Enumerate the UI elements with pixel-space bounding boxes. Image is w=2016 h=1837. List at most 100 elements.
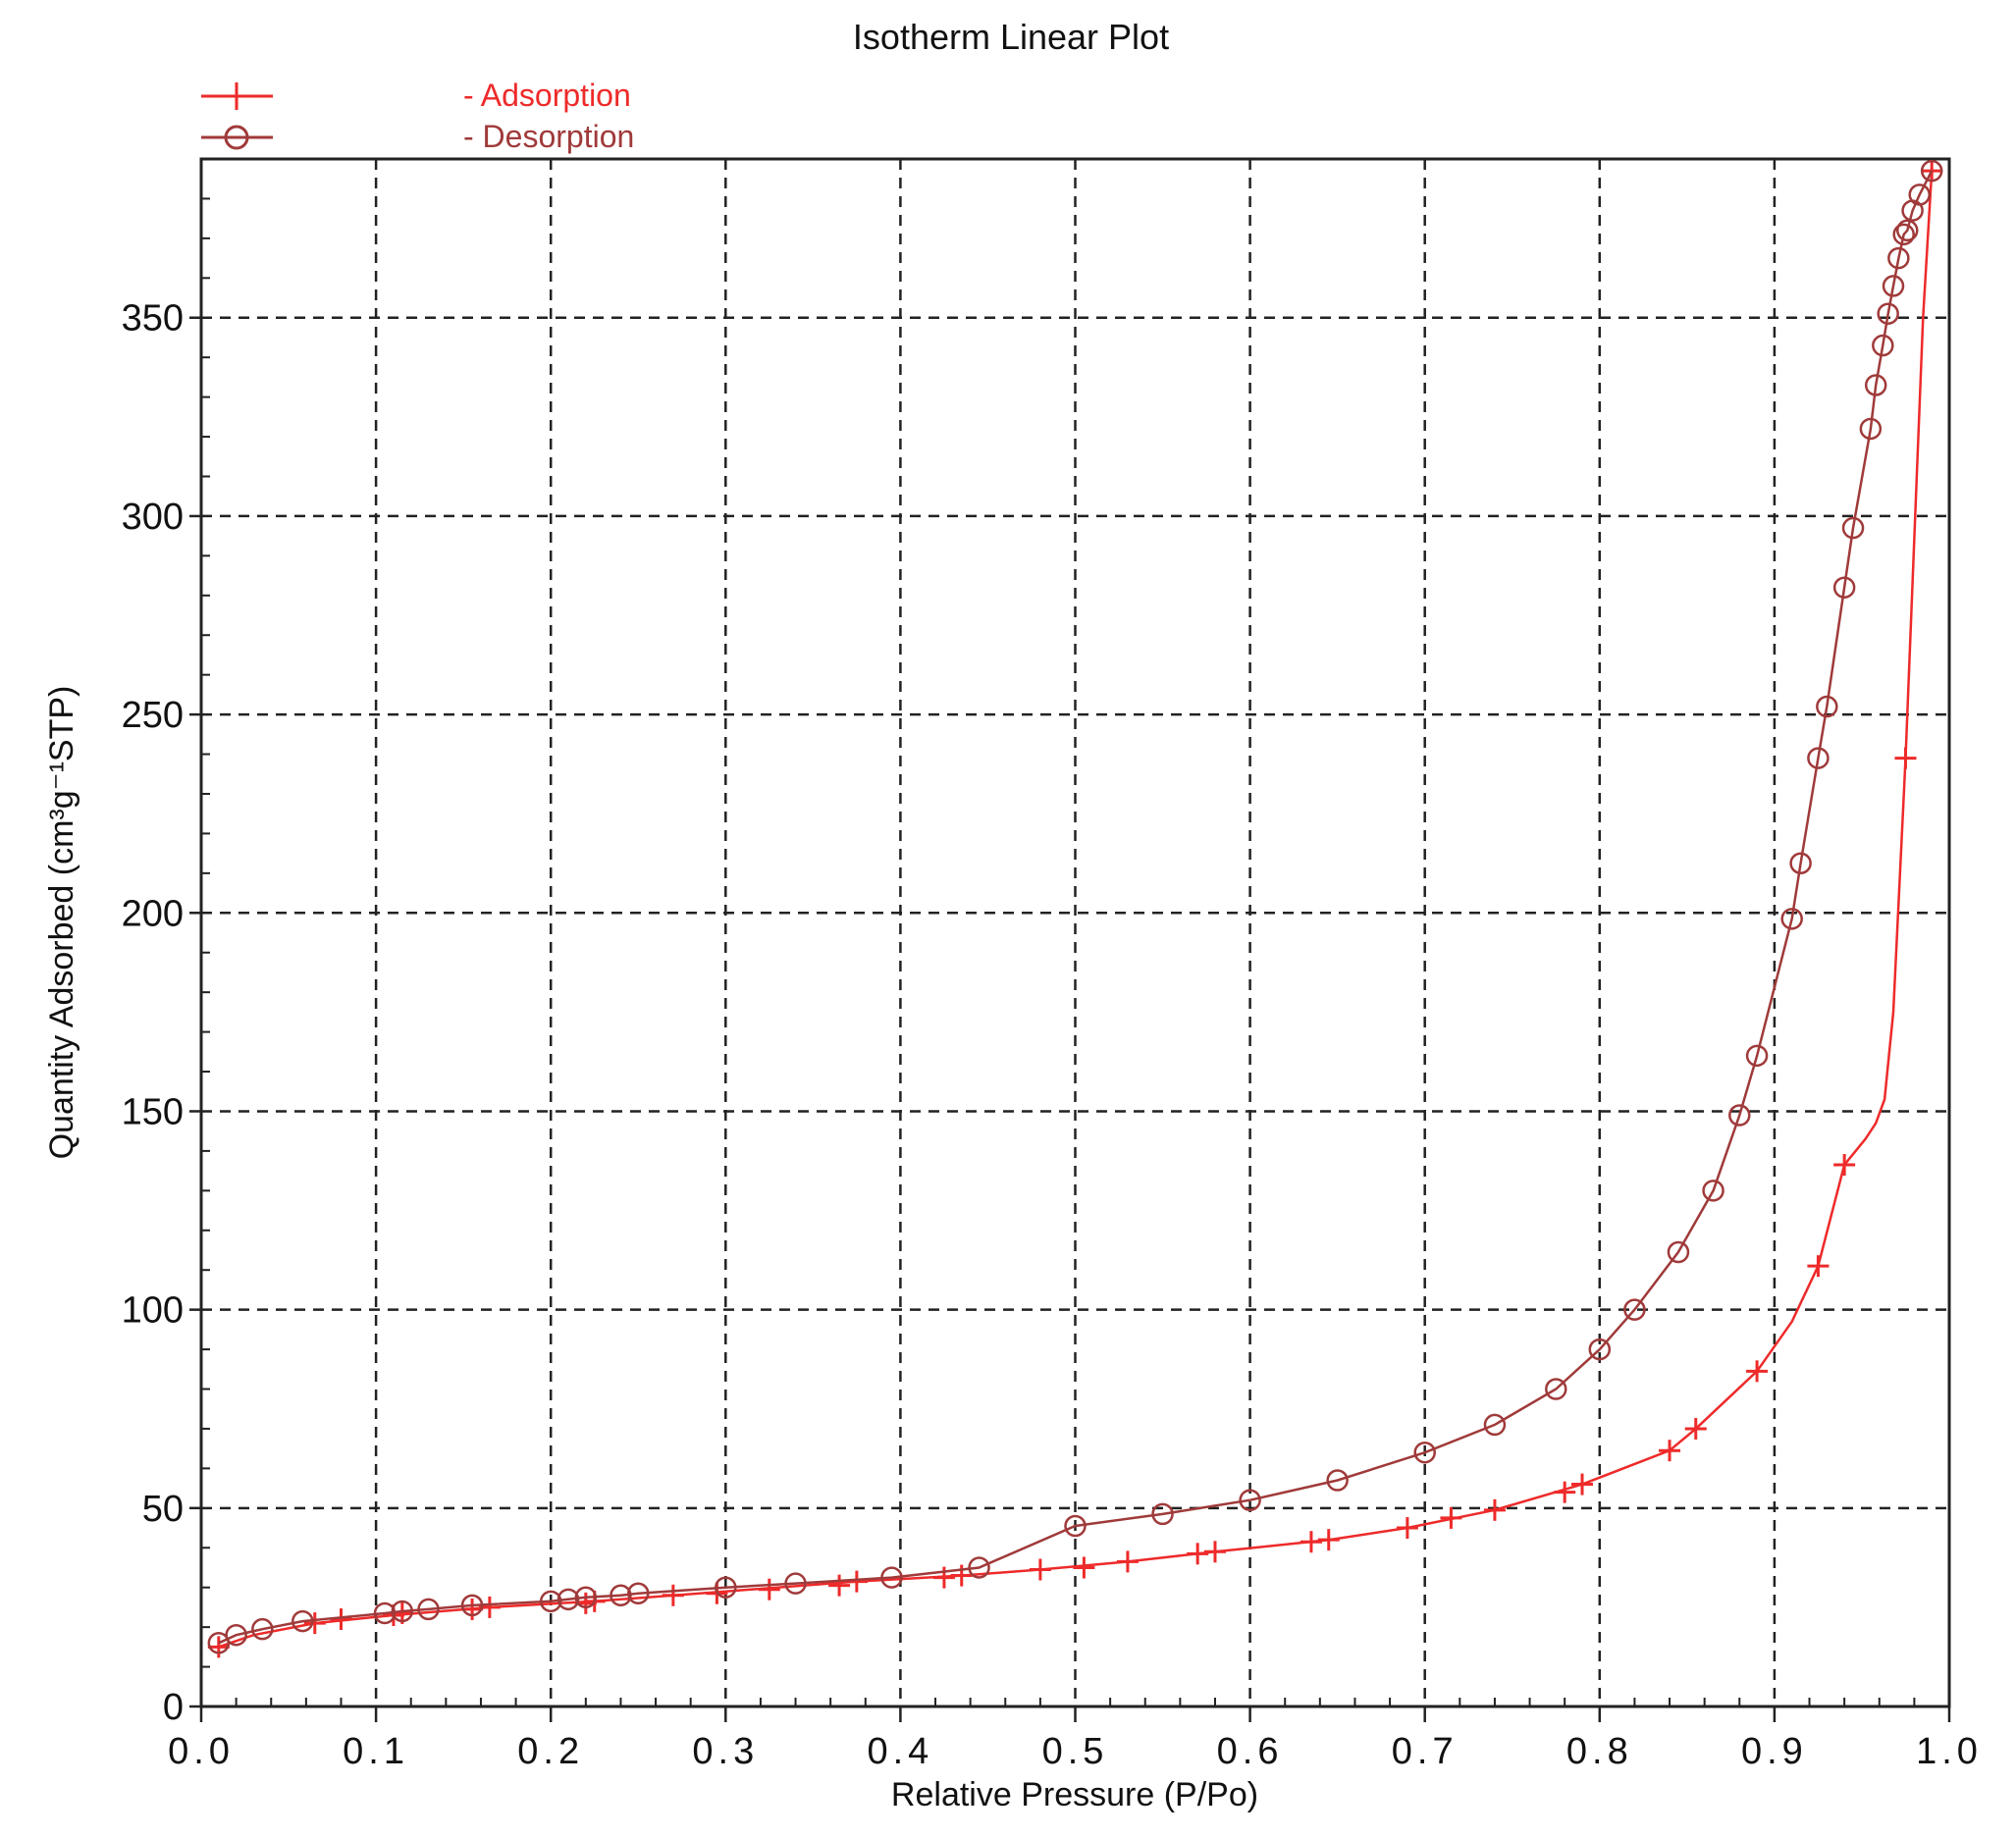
data-series <box>207 159 1943 1658</box>
desorption-point <box>1702 1180 1724 1202</box>
desorption-point <box>1623 1298 1646 1321</box>
adsorption-point <box>662 1584 684 1606</box>
desorption-point <box>292 1609 314 1633</box>
adsorption-point <box>1483 1498 1506 1521</box>
adsorption-point <box>1807 1255 1830 1278</box>
x-axis-label: Relative Pressure (P/Po) <box>891 1776 1258 1813</box>
adsorption-point <box>1894 747 1917 769</box>
y-axis-ticks: 0 50 100 150 200 250 300 350 <box>122 298 201 1728</box>
desorption-point <box>1859 417 1883 441</box>
y-axis-label: Quantity Adsorbed (cm³g⁻¹STP) <box>43 686 80 1160</box>
desorption-point <box>539 1590 562 1613</box>
desorption-point <box>417 1598 440 1621</box>
legend: - Adsorption - Desorption <box>201 78 634 154</box>
adsorption-point <box>207 1636 230 1658</box>
grid <box>201 159 1949 1706</box>
desorption-point <box>557 1588 580 1611</box>
desorption-point <box>373 1601 397 1625</box>
adsorption-point <box>1396 1517 1418 1540</box>
desorption-point <box>1887 246 1910 270</box>
desorption-point <box>391 1600 414 1623</box>
adsorption-point <box>303 1612 326 1635</box>
x-tick-label: 0.6 <box>1217 1731 1284 1772</box>
x-tick-label: 0.7 <box>1392 1731 1459 1772</box>
legend-adsorption-label: - Adsorption <box>463 78 631 113</box>
x-tick-label: 1.0 <box>1916 1731 1983 1772</box>
desorption-point <box>968 1556 990 1579</box>
desorption-point <box>1728 1104 1751 1127</box>
y-tick-label: 250 <box>122 695 184 736</box>
desorption-point <box>1588 1338 1612 1361</box>
adsorption-point <box>1554 1481 1576 1503</box>
adsorption-point <box>1187 1543 1209 1565</box>
desorption-point <box>610 1584 632 1607</box>
desorption-point <box>1816 695 1838 718</box>
desorption-point <box>1896 219 1919 242</box>
desorption-point <box>1832 576 1856 599</box>
desorption-point <box>715 1576 737 1599</box>
adsorption-point <box>1746 1360 1769 1383</box>
desorption-point <box>1920 159 1943 183</box>
legend-desorption-label: - Desorption <box>463 119 634 154</box>
adsorption-point <box>950 1564 973 1587</box>
adsorption-point <box>1833 1154 1856 1177</box>
y-tick-label: 100 <box>122 1290 184 1332</box>
desorption-point <box>1841 516 1865 540</box>
desorption-point <box>1064 1514 1087 1538</box>
y-tick-label: 350 <box>122 298 184 340</box>
x-tick-label: 0.8 <box>1566 1731 1633 1772</box>
legend-desorption-marker <box>224 125 249 150</box>
desorption-point <box>1745 1044 1769 1068</box>
adsorption-point <box>828 1574 851 1597</box>
desorption-point <box>784 1572 807 1595</box>
x-axis-ticks: 0.0 0.1 0.2 0.3 0.4 0.5 0.6 0.7 0.8 0.9 1.0 <box>168 1706 1983 1772</box>
x-tick-label: 0.5 <box>1042 1731 1109 1772</box>
adsorption-point <box>1203 1541 1226 1563</box>
desorption-point <box>1872 334 1894 357</box>
adsorption-point <box>1570 1473 1593 1496</box>
adsorption-point <box>1029 1558 1051 1581</box>
x-tick-label: 0.3 <box>692 1731 759 1772</box>
x-tick-label: 0.4 <box>867 1731 933 1772</box>
desorption-point <box>1908 184 1931 206</box>
chart-title: Isotherm Linear Plot <box>853 17 1169 57</box>
desorption-point <box>1326 1469 1349 1492</box>
y-tick-label: 50 <box>142 1489 184 1530</box>
desorption-point <box>574 1586 598 1609</box>
desorption-point <box>1151 1502 1174 1526</box>
adsorption-point <box>1073 1556 1095 1579</box>
y-tick-label: 150 <box>122 1091 184 1132</box>
adsorption-point <box>758 1578 780 1601</box>
desorption-point <box>1892 223 1915 246</box>
x-tick-label: 0.1 <box>343 1731 409 1772</box>
desorption-point <box>225 1623 247 1647</box>
desorption-point <box>1864 374 1887 396</box>
desorption-point <box>1413 1441 1436 1464</box>
desorption-point <box>1882 275 1905 297</box>
adsorption-point <box>1659 1440 1681 1462</box>
desorption-point <box>1780 908 1803 930</box>
x-tick-label: 0.0 <box>168 1731 235 1772</box>
y-tick-label: 0 <box>163 1687 184 1728</box>
desorption-point <box>1239 1489 1261 1511</box>
adsorption-point <box>845 1570 868 1593</box>
desorption-point <box>1807 747 1830 769</box>
minor-ticks <box>201 158 1916 1706</box>
y-tick-label: 200 <box>122 893 184 934</box>
desorption-point <box>1877 302 1899 325</box>
plot-frame <box>199 157 1951 1708</box>
adsorption-point <box>932 1566 955 1589</box>
adsorption-point <box>461 1598 484 1620</box>
y-tick-label: 300 <box>122 497 184 538</box>
x-tick-label: 0.2 <box>517 1731 584 1772</box>
desorption-point <box>1545 1378 1567 1400</box>
adsorption-point <box>1317 1529 1340 1551</box>
desorption-point <box>627 1582 650 1605</box>
desorption-point <box>1789 852 1812 874</box>
desorption-point <box>460 1594 484 1617</box>
adsorption-point <box>1684 1417 1707 1440</box>
desorption-point <box>251 1617 274 1641</box>
adsorption-point <box>1300 1531 1322 1553</box>
x-tick-label: 0.9 <box>1741 1731 1808 1772</box>
